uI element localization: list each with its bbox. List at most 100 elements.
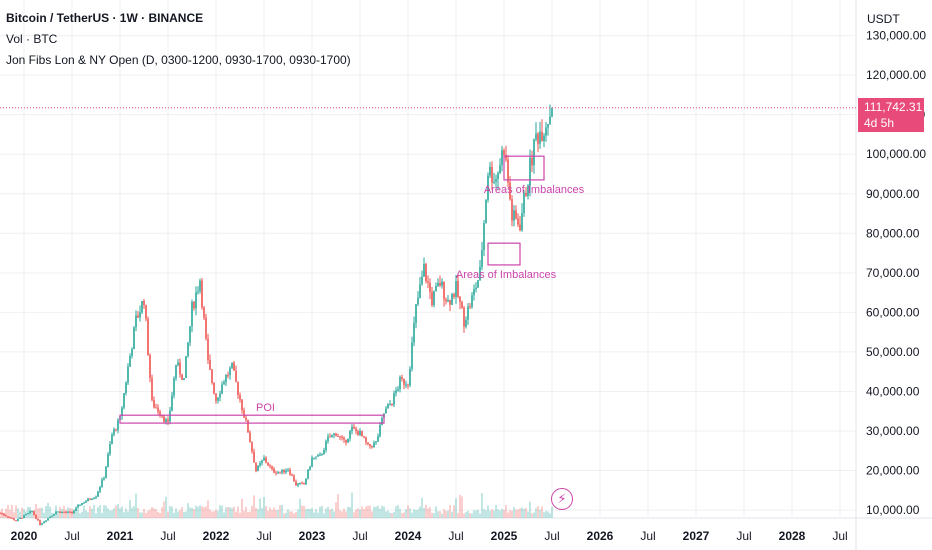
candle-body bbox=[353, 426, 355, 429]
volume-bar bbox=[213, 511, 215, 518]
volume-bar bbox=[89, 506, 91, 518]
candle-body bbox=[87, 498, 89, 502]
volume-bar bbox=[403, 512, 405, 518]
lightning-icon[interactable]: ⚡ bbox=[551, 488, 573, 510]
candle-body bbox=[23, 515, 25, 519]
candle-body bbox=[477, 280, 479, 288]
volume-indicator-label[interactable]: Vol · BTC bbox=[6, 32, 58, 46]
volume-bar bbox=[463, 513, 465, 518]
volume-bar bbox=[523, 508, 525, 518]
candle-body bbox=[535, 133, 537, 140]
candle-body bbox=[373, 442, 375, 448]
candle-body bbox=[51, 515, 53, 517]
volume-bar bbox=[185, 511, 187, 518]
candle-body bbox=[175, 365, 177, 379]
volume-bar bbox=[369, 505, 371, 518]
candle-body bbox=[481, 250, 483, 267]
candle-body bbox=[41, 523, 43, 525]
volume-bar bbox=[219, 505, 221, 518]
volume-bar bbox=[191, 507, 193, 518]
volume-bar bbox=[305, 509, 307, 518]
volume-bar bbox=[377, 505, 379, 518]
candle-body bbox=[309, 466, 311, 470]
volume-bar bbox=[483, 509, 485, 518]
annotation-box bbox=[487, 242, 521, 266]
candle-body bbox=[273, 468, 275, 473]
volume-bar bbox=[453, 505, 455, 518]
volume-bar bbox=[253, 495, 255, 518]
volume-bar bbox=[391, 513, 393, 518]
volume-bar bbox=[327, 506, 329, 518]
volume-bar bbox=[303, 505, 305, 518]
volume-bar bbox=[0, 511, 1, 518]
candle-body bbox=[337, 435, 339, 437]
candle-body bbox=[55, 511, 57, 515]
candle-body bbox=[109, 444, 111, 455]
volume-bar bbox=[43, 512, 45, 518]
candle-body bbox=[181, 374, 183, 380]
candle-body bbox=[539, 131, 541, 144]
volume-bar bbox=[433, 513, 435, 518]
volume-bar bbox=[419, 506, 421, 518]
candle-body bbox=[19, 517, 21, 519]
candle-body bbox=[381, 418, 383, 425]
candle-body bbox=[241, 399, 243, 411]
volume-bar bbox=[201, 506, 203, 518]
candle-body bbox=[515, 210, 517, 219]
candle-body bbox=[153, 399, 155, 408]
candle-body bbox=[219, 393, 221, 398]
volume-bar bbox=[163, 501, 165, 518]
volume-bar bbox=[65, 509, 67, 518]
candle-body bbox=[339, 436, 341, 438]
volume-bar bbox=[161, 507, 163, 518]
candle-body bbox=[221, 384, 223, 394]
candle-body bbox=[351, 426, 353, 432]
volume-bar bbox=[407, 505, 409, 518]
candle-body bbox=[269, 465, 271, 467]
volume-bars bbox=[0, 492, 553, 518]
volume-bar bbox=[545, 510, 547, 518]
volume-bar bbox=[509, 510, 511, 518]
candle-body bbox=[347, 438, 349, 443]
fibs-indicator-label[interactable]: Jon Fibs Lon & NY Open (D, 0300-1200, 09… bbox=[6, 53, 351, 67]
candle-body bbox=[435, 285, 437, 292]
volume-bar bbox=[295, 512, 297, 518]
candle-body bbox=[115, 429, 117, 431]
volume-bar bbox=[405, 509, 407, 518]
volume-bar bbox=[481, 493, 483, 518]
candle-body bbox=[463, 307, 465, 327]
volume-bar bbox=[237, 506, 239, 518]
volume-bar bbox=[307, 508, 309, 518]
volume-bar bbox=[23, 509, 25, 518]
candle-body bbox=[455, 281, 457, 297]
symbol-title[interactable]: Bitcoin / TetherUS · 1W · BINANCE bbox=[6, 11, 204, 25]
candle-body bbox=[287, 469, 289, 471]
volume-bar bbox=[167, 511, 169, 518]
candle-body bbox=[349, 431, 351, 439]
currency-label[interactable]: USDT bbox=[867, 12, 900, 26]
volume-bar bbox=[123, 512, 125, 518]
candle-body bbox=[291, 474, 293, 476]
volume-bar bbox=[9, 509, 11, 518]
candle-body bbox=[545, 127, 547, 136]
candle-body bbox=[403, 378, 405, 385]
candle-body bbox=[301, 482, 303, 484]
candle-body bbox=[37, 518, 39, 521]
volume-bar bbox=[169, 505, 171, 518]
x-tick-label: Jul bbox=[448, 529, 463, 543]
volume-bar bbox=[57, 512, 59, 518]
volume-bar bbox=[351, 492, 353, 518]
volume-bar bbox=[387, 510, 389, 518]
volume-bar bbox=[467, 510, 469, 518]
volume-bar bbox=[93, 505, 95, 518]
candle-body bbox=[131, 349, 133, 357]
volume-bar bbox=[527, 511, 529, 518]
volume-bar bbox=[203, 507, 205, 518]
candle-body bbox=[5, 515, 7, 517]
volume-bar bbox=[153, 508, 155, 518]
candle-body bbox=[95, 496, 97, 498]
x-tick-label: Jul bbox=[160, 529, 175, 543]
candle-body bbox=[157, 407, 159, 412]
